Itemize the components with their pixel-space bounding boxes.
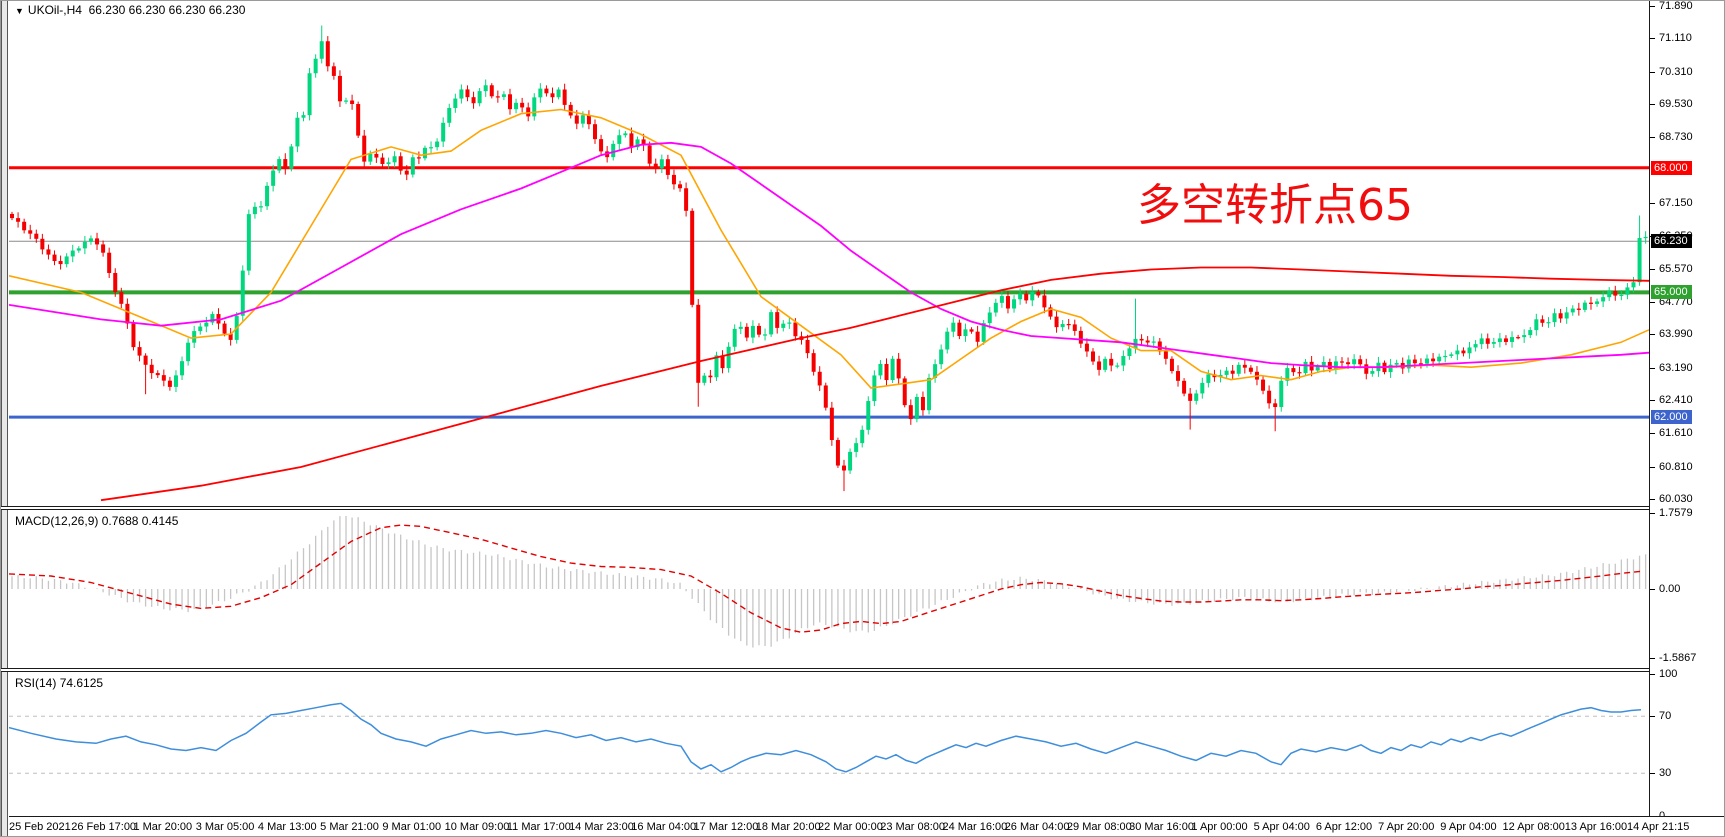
price-label: 65.570 — [1659, 262, 1693, 275]
time-label: 26 Mar 04:00 — [1004, 821, 1070, 833]
macd-panel[interactable]: MACD(12,26,9) 0.7688 0.4145 — [9, 510, 1649, 668]
time-label: 1 Mar 20:00 — [133, 821, 193, 833]
time-label: 7 Apr 20:00 — [1378, 821, 1435, 833]
symbol-ohlc-values: 66.230 66.230 66.230 66.230 — [88, 3, 246, 17]
price-label: 62.410 — [1659, 394, 1693, 407]
price-tick — [1650, 433, 1655, 435]
macd-axis-label: 0.00 — [1659, 583, 1681, 595]
chart-text-annotation: 多空转折点65 — [1137, 180, 1413, 231]
price-axis[interactable]: 71.89071.11070.31069.53068.73067.15066.3… — [1649, 0, 1724, 822]
macd-axis-tick — [1650, 589, 1655, 590]
symbol-label: UKOil-,H4 — [27, 3, 82, 17]
price-tick — [1650, 498, 1655, 500]
time-label: 12 Apr 08:00 — [1502, 821, 1565, 833]
panel-divider-main-macd[interactable] — [1, 506, 1724, 510]
price-tick — [1650, 334, 1655, 336]
time-label: 3 Mar 05:00 — [195, 821, 255, 833]
price-tick — [1650, 38, 1655, 40]
price-label: 68.730 — [1659, 131, 1693, 144]
price-tick — [1650, 301, 1655, 303]
time-label: 13 Apr 16:00 — [1564, 821, 1628, 833]
macd-indicator-name: MACD(12,26,9) — [15, 514, 99, 528]
time-label: 11 Mar 17:00 — [506, 821, 571, 833]
rsi-indicator-value: 74.6125 — [59, 676, 104, 690]
macd-axis-label: 1.7579 — [1659, 507, 1693, 520]
rsi-indicator-name: RSI(14) — [15, 676, 57, 690]
symbol-dropdown-triangle-icon: ▼ — [15, 6, 24, 16]
price-label: 67.150 — [1659, 197, 1693, 210]
price-tick — [1650, 137, 1655, 139]
price-label: 61.610 — [1659, 427, 1693, 440]
time-label: 5 Mar 21:00 — [320, 821, 379, 833]
price-label: 71.110 — [1659, 32, 1692, 45]
rsi-axis-tick — [1650, 773, 1655, 775]
time-label: 9 Apr 04:00 — [1440, 821, 1497, 833]
rsi-axis-label: 100 — [1659, 667, 1678, 680]
macd-chart[interactable] — [9, 510, 1649, 668]
time-label: 5 Apr 04:00 — [1253, 821, 1310, 833]
macd-label-row: MACD(12,26,9) 0.7688 0.4145 — [15, 514, 178, 528]
time-axis[interactable]: 25 Feb 2021 26 Feb 17:00 1 Mar 20:00 3 Mar … — [9, 816, 1724, 836]
price-tick — [1650, 71, 1655, 73]
price-label: 69.530 — [1659, 98, 1693, 111]
time-label: 10 Mar 09:00 — [444, 821, 510, 833]
price-tick — [1650, 104, 1655, 106]
price-badge-68.000: 68.000 — [1651, 160, 1692, 175]
time-label: 25 Feb 2021 — [9, 821, 71, 833]
rsi-axis-label: 70 — [1659, 710, 1672, 723]
time-label: 17 Mar 12:00 — [693, 821, 759, 833]
time-label: 4 Mar 13:00 — [257, 821, 317, 833]
price-label: 60.030 — [1659, 492, 1693, 505]
rsi-axis-tick — [1650, 716, 1655, 718]
price-badge-66.230: 66.230 — [1651, 234, 1692, 249]
price-label: 60.810 — [1659, 460, 1693, 473]
price-tick — [1650, 367, 1655, 369]
time-label: 29 Mar 08:00 — [1066, 821, 1132, 833]
time-label: 1 Apr 00:00 — [1191, 821, 1248, 833]
price-label: 70.310 — [1659, 65, 1693, 78]
symbol-info-row: ▼ UKOil-,H4 66.230 66.230 66.230 66.230 — [15, 3, 245, 17]
price-tick — [1650, 466, 1655, 468]
time-label: 26 Feb 17:00 — [71, 821, 137, 833]
time-label: 23 Mar 08:00 — [880, 821, 946, 833]
time-label: 18 Mar 20:00 — [755, 821, 821, 833]
price-tick — [1650, 268, 1655, 270]
price-badge-65.000: 65.000 — [1651, 285, 1692, 300]
time-label: 22 Mar 00:00 — [818, 821, 883, 833]
time-label: 24 Mar 16:00 — [942, 821, 1008, 833]
price-tick — [1650, 400, 1655, 402]
macd-axis-tick — [1650, 513, 1655, 515]
time-label: 30 Mar 16:00 — [1129, 821, 1194, 833]
price-label: 63.190 — [1659, 361, 1693, 374]
price-tick — [1650, 6, 1655, 7]
time-label: 9 Mar 01:00 — [382, 821, 442, 833]
price-tick — [1650, 203, 1655, 205]
left-window-edge — [1, 1, 8, 836]
macd-axis-label: -1.5867 — [1659, 651, 1697, 664]
rsi-label-row: RSI(14) 74.6125 — [15, 676, 103, 690]
time-label: 6 Apr 12:00 — [1315, 821, 1373, 833]
main-price-panel[interactable]: ▼ UKOil-,H4 66.230 66.230 66.230 66.230 多… — [9, 1, 1649, 506]
price-badge-62.000: 62.000 — [1651, 410, 1692, 425]
rsi-panel[interactable]: RSI(14) 74.6125 — [9, 672, 1649, 816]
rsi-chart[interactable] — [9, 672, 1649, 816]
price-label: 63.990 — [1659, 328, 1693, 341]
candlestick-chart[interactable] — [9, 1, 1649, 506]
time-label: 14 Mar 23:00 — [569, 821, 634, 833]
time-label: 16 Mar 04:00 — [631, 821, 697, 833]
time-label: 14 Apr 21:15 — [1627, 821, 1690, 833]
rsi-axis-label: 30 — [1659, 767, 1672, 780]
macd-axis-tick — [1650, 657, 1655, 659]
macd-indicator-values: 0.7688 0.4145 — [101, 514, 179, 528]
rsi-axis-tick — [1650, 673, 1655, 675]
price-label: 71.890 — [1659, 0, 1693, 12]
panel-divider-macd-rsi[interactable] — [1, 668, 1724, 672]
